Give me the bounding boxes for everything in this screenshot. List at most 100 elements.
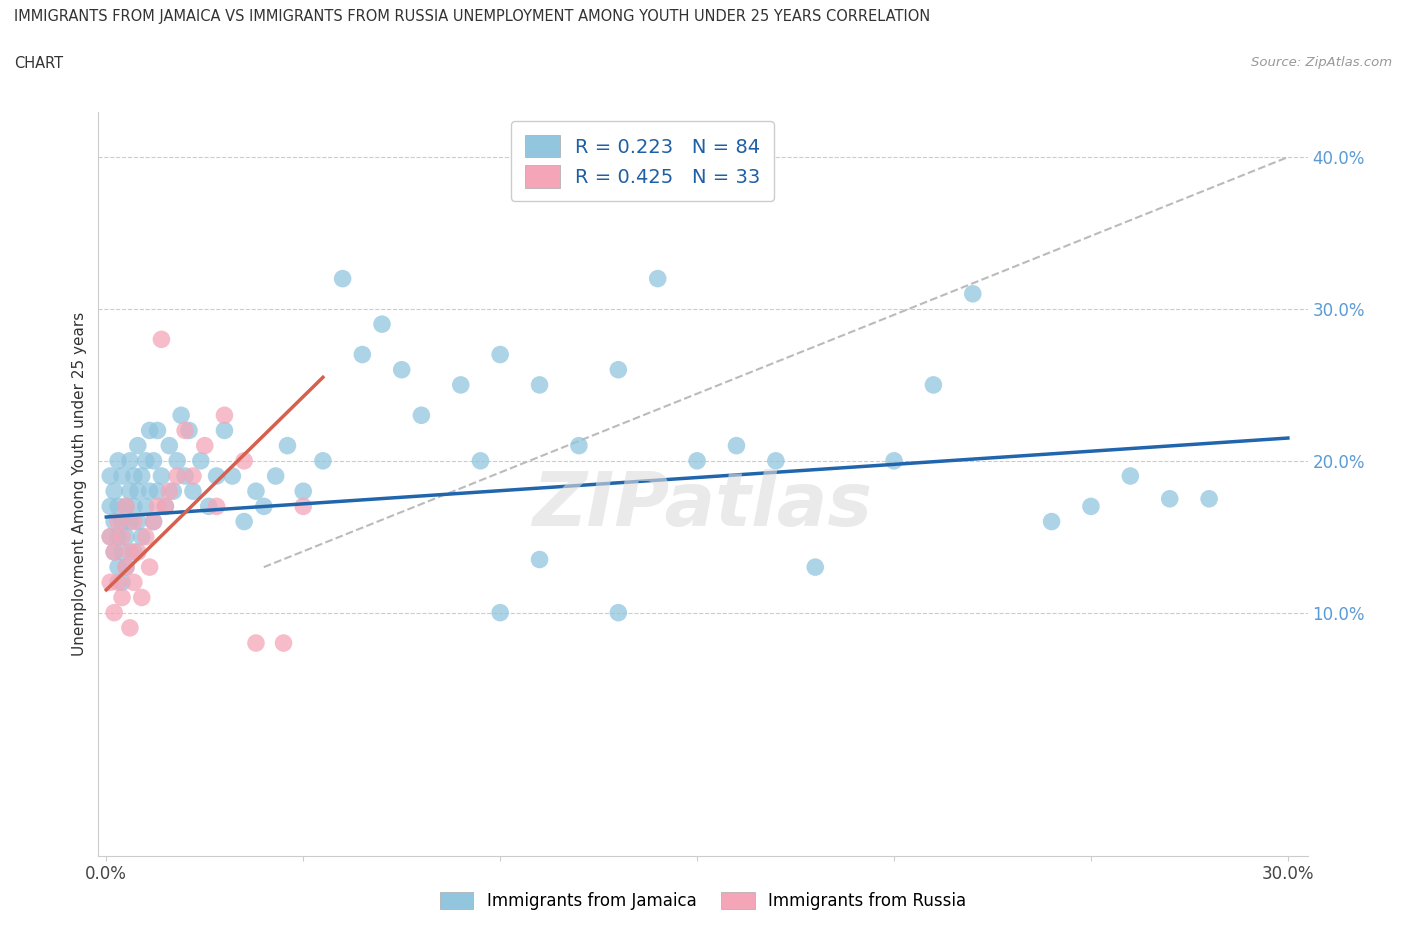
Point xyxy=(883,454,905,469)
Point xyxy=(181,484,204,498)
Point xyxy=(332,272,354,286)
Point xyxy=(157,438,180,453)
Y-axis label: Unemployment Among Youth under 25 years: Unemployment Among Youth under 25 years xyxy=(72,312,87,656)
Point xyxy=(804,560,827,575)
Point xyxy=(118,484,141,498)
Point xyxy=(107,575,129,590)
Point xyxy=(107,514,129,529)
Point xyxy=(273,635,295,650)
Point xyxy=(107,560,129,575)
Point xyxy=(98,469,121,484)
Point xyxy=(122,514,145,529)
Point xyxy=(127,484,149,498)
Text: Source: ZipAtlas.com: Source: ZipAtlas.com xyxy=(1251,56,1392,69)
Point xyxy=(170,408,193,423)
Point xyxy=(292,498,315,513)
Point xyxy=(922,378,945,392)
Point xyxy=(529,378,551,392)
Point xyxy=(122,498,145,513)
Point xyxy=(138,484,160,498)
Point xyxy=(205,469,228,484)
Point xyxy=(450,378,472,392)
Point xyxy=(245,635,267,650)
Legend: Immigrants from Jamaica, Immigrants from Russia: Immigrants from Jamaica, Immigrants from… xyxy=(433,885,973,917)
Point xyxy=(142,514,165,529)
Point xyxy=(127,514,149,529)
Point xyxy=(138,560,160,575)
Point xyxy=(115,529,138,544)
Point xyxy=(166,454,188,469)
Point xyxy=(107,498,129,513)
Point xyxy=(1040,514,1063,529)
Point xyxy=(489,605,512,620)
Point xyxy=(292,484,315,498)
Point xyxy=(181,469,204,484)
Point xyxy=(253,498,276,513)
Point xyxy=(122,469,145,484)
Point xyxy=(131,529,153,544)
Point xyxy=(155,498,177,513)
Point xyxy=(155,498,177,513)
Point xyxy=(157,484,180,498)
Point xyxy=(98,529,121,544)
Point xyxy=(118,514,141,529)
Point xyxy=(118,544,141,559)
Point xyxy=(146,498,169,513)
Point xyxy=(177,423,200,438)
Point xyxy=(142,454,165,469)
Point xyxy=(122,575,145,590)
Point xyxy=(245,484,267,498)
Point xyxy=(111,529,134,544)
Text: IMMIGRANTS FROM JAMAICA VS IMMIGRANTS FROM RUSSIA UNEMPLOYMENT AMONG YOUTH UNDER: IMMIGRANTS FROM JAMAICA VS IMMIGRANTS FR… xyxy=(14,9,931,24)
Point xyxy=(98,529,121,544)
Point xyxy=(111,590,134,604)
Point xyxy=(118,454,141,469)
Point xyxy=(166,469,188,484)
Point xyxy=(371,317,394,332)
Point xyxy=(205,498,228,513)
Text: ZIPatlas: ZIPatlas xyxy=(533,470,873,542)
Point xyxy=(194,438,217,453)
Point xyxy=(1080,498,1102,513)
Point xyxy=(111,514,134,529)
Point xyxy=(146,484,169,498)
Point xyxy=(115,560,138,575)
Point xyxy=(107,529,129,544)
Point xyxy=(98,575,121,590)
Point xyxy=(107,454,129,469)
Point xyxy=(470,454,492,469)
Point xyxy=(411,408,433,423)
Point xyxy=(131,469,153,484)
Point xyxy=(962,286,984,301)
Point xyxy=(174,423,197,438)
Point xyxy=(233,514,256,529)
Point xyxy=(221,469,243,484)
Point xyxy=(568,438,591,453)
Legend: R = 0.223   N = 84, R = 0.425   N = 33: R = 0.223 N = 84, R = 0.425 N = 33 xyxy=(510,121,775,201)
Point xyxy=(127,438,149,453)
Point xyxy=(111,575,134,590)
Point xyxy=(264,469,287,484)
Point xyxy=(607,363,630,378)
Point xyxy=(214,423,236,438)
Point xyxy=(135,454,157,469)
Point xyxy=(1159,491,1181,506)
Point xyxy=(391,363,413,378)
Point xyxy=(276,438,298,453)
Point xyxy=(765,454,787,469)
Point xyxy=(103,544,125,559)
Point xyxy=(111,544,134,559)
Point xyxy=(489,347,512,362)
Point xyxy=(103,544,125,559)
Point xyxy=(607,605,630,620)
Point xyxy=(115,498,138,513)
Point xyxy=(127,544,149,559)
Point xyxy=(135,498,157,513)
Point xyxy=(103,484,125,498)
Point xyxy=(131,590,153,604)
Point xyxy=(197,498,219,513)
Point xyxy=(142,514,165,529)
Point xyxy=(1119,469,1142,484)
Point xyxy=(111,469,134,484)
Point xyxy=(122,544,145,559)
